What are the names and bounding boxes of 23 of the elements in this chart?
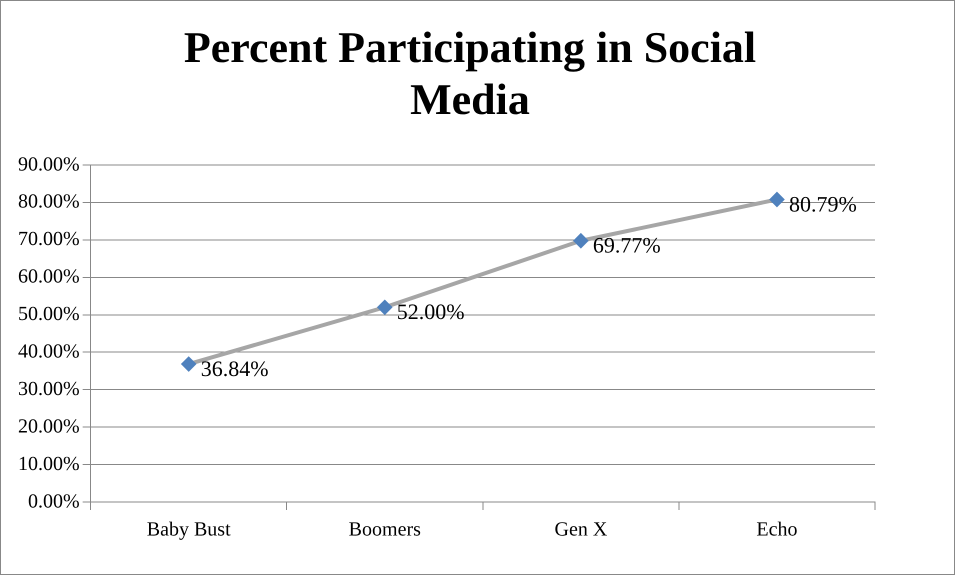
y-tick-label: 90.00% <box>18 153 80 176</box>
x-tick-label: Boomers <box>348 518 422 540</box>
y-tick-label: 70.00% <box>18 228 80 250</box>
y-tick-label: 10.00% <box>18 452 80 475</box>
point <box>574 234 588 248</box>
y-tick-label: 20.00% <box>18 415 80 438</box>
point <box>378 300 392 314</box>
x-tick-label: Echo <box>756 518 798 540</box>
point <box>770 192 784 206</box>
data-label: 80.79% <box>788 191 857 216</box>
point <box>182 357 196 372</box>
y-tick-label: 0.00% <box>28 490 80 512</box>
y-tick-label: 50.00% <box>18 303 80 326</box>
x-tick-label: Baby Bust <box>146 518 232 540</box>
data-label: 36.84% <box>200 356 269 381</box>
y-tick-label: 80.00% <box>18 190 80 213</box>
chart-title: Percent Participating in Social Media <box>182 22 758 126</box>
y-tick-label: 30.00% <box>18 378 80 400</box>
data-label: 69.77% <box>592 232 661 258</box>
x-tick-label: Gen X <box>554 518 608 540</box>
data-label: 52.00% <box>396 299 465 324</box>
y-tick-label: 60.00% <box>18 266 80 288</box>
y-tick-label: 40.00% <box>18 340 80 362</box>
